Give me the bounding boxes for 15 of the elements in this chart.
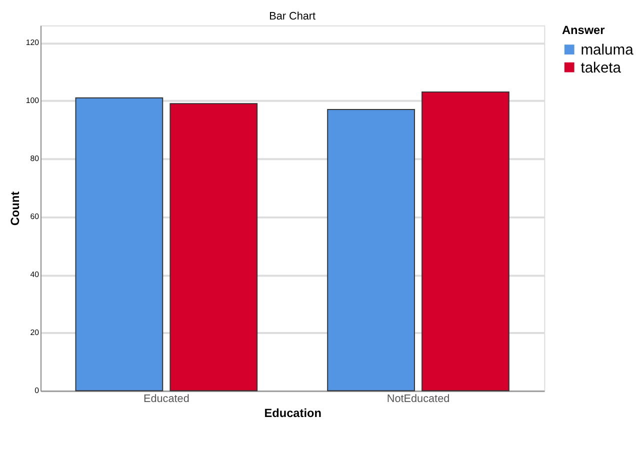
y-tick-label: 0 (34, 386, 40, 396)
x-axis-title: Education (264, 406, 322, 420)
y-tick-label: 120 (26, 38, 40, 48)
legend-label: taketa (580, 60, 622, 76)
y-tick-label: 100 (26, 96, 40, 106)
y-tick-label: 40 (30, 270, 40, 280)
x-tick-label: Educated (143, 393, 190, 406)
y-tick-label: 80 (30, 154, 40, 164)
legend-label: maluma (580, 42, 634, 58)
legend-title: Answer (562, 23, 606, 38)
y-tick-label: 60 (30, 212, 40, 222)
y-axis-title: Count (8, 191, 22, 226)
x-tick-label: NotEducated (386, 393, 450, 406)
y-tick-label: 20 (30, 328, 40, 338)
chart-title: Bar Chart (269, 10, 316, 22)
